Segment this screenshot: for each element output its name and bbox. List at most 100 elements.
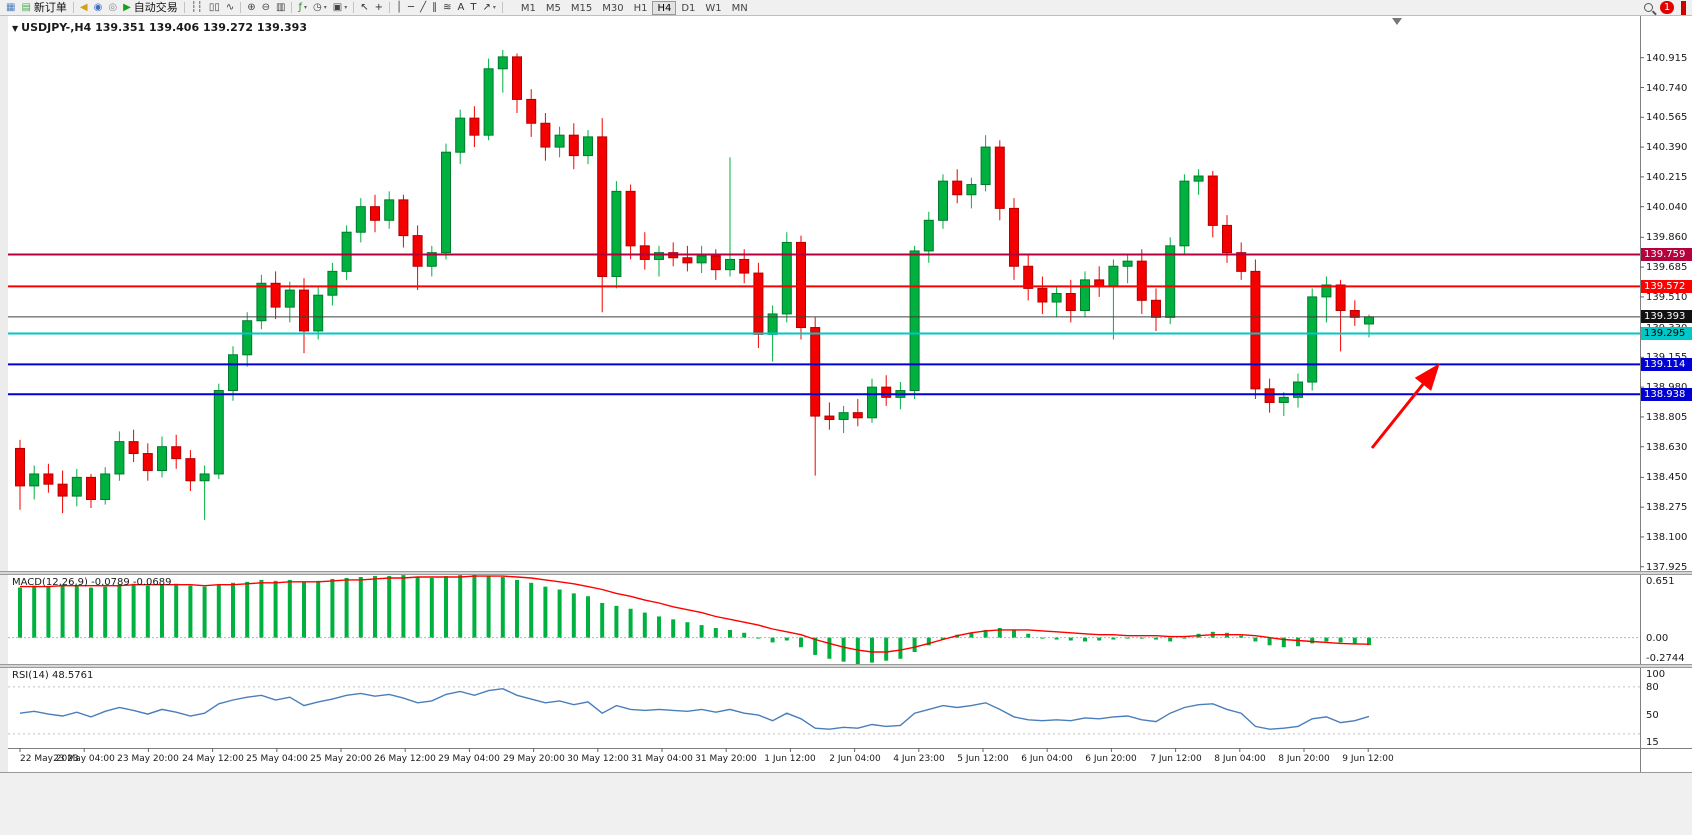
news-horn-icon[interactable]: ◀ — [77, 1, 91, 15]
candle-body — [86, 476, 96, 500]
candle-body — [327, 270, 338, 296]
vertical-line-icon[interactable]: │ — [393, 1, 405, 15]
macd-histogram-bar — [500, 577, 505, 638]
label-icon[interactable]: T — [467, 1, 479, 15]
fibonacci-icon[interactable]: ≋ — [440, 1, 454, 15]
macd-histogram-bar — [287, 579, 292, 638]
tile-windows-icon: ▥ — [276, 1, 286, 13]
macd-histogram-bar — [600, 602, 605, 638]
search-icon[interactable] — [1644, 3, 1653, 12]
timeframe-h1[interactable]: H1 — [633, 2, 648, 14]
indicators-icon[interactable]: ƒ ▾ — [295, 1, 310, 15]
candle-body — [370, 206, 380, 221]
line-chart-icon: ∿ — [225, 1, 235, 13]
trend-arrow-annotation[interactable] — [1370, 363, 1440, 449]
macd-histogram-bar — [614, 605, 619, 638]
notification-badge[interactable]: 1 — [1660, 1, 1674, 14]
candlestick-chart-icon[interactable]: ▯▯ — [206, 1, 223, 15]
candle-body — [810, 327, 821, 417]
macd-histogram-bar — [628, 608, 633, 638]
candle-body — [867, 386, 877, 419]
macd-histogram-bar — [245, 581, 250, 638]
new-chart-icon[interactable]: ▦ — [3, 1, 18, 15]
macd-histogram-bar — [1338, 637, 1343, 643]
zoom-in-icon[interactable]: ⊕ — [244, 1, 258, 15]
candle-body — [242, 320, 253, 356]
candle-body — [1108, 265, 1119, 288]
macd-histogram-bar — [373, 576, 377, 638]
macd-histogram-bar — [18, 587, 22, 638]
horizontal-line-icon[interactable]: ─ — [405, 1, 417, 15]
support-icon[interactable]: ◎ — [105, 1, 120, 15]
macd-histogram-bar — [813, 637, 818, 655]
candle-body — [1321, 284, 1332, 298]
macd-histogram-bar — [1239, 635, 1244, 638]
macd-histogram-bar — [188, 585, 193, 638]
horizontal-line-icon: ─ — [408, 1, 415, 13]
pane-separator-rsi[interactable] — [0, 664, 1692, 668]
periods-icon[interactable]: ◷ ▾ — [310, 1, 330, 15]
timeframe-mn[interactable]: MN — [731, 2, 748, 14]
timeframe-w1[interactable]: W1 — [705, 2, 722, 14]
macd-histogram-bar — [827, 637, 832, 659]
auto-trading-button[interactable]: ▶ 自动交易 — [120, 1, 181, 15]
community-icon[interactable]: ◉ — [91, 1, 106, 15]
toolbar-buttons: ▦ ▤ 新订单 ◀ ◉ ◎ ▶ 自动交易 ┆┆ ▯▯ ∿ ⊕ ⊖ ▥ ƒ ▾ ◷ ▾ ▣ ▾ ↖ + │ ─ ╱ ∥ ≋ A T ↗ ▾ — [3, 0, 506, 16]
candle-body — [270, 282, 281, 308]
new-order-button[interactable]: ▤ 新订单 — [18, 1, 69, 15]
template-icon[interactable]: ▣ ▾ — [330, 1, 350, 15]
candle-body — [1037, 287, 1048, 303]
toolbar-separator — [240, 2, 242, 13]
candle-body — [284, 289, 295, 308]
candle-body — [213, 390, 224, 475]
candle-body — [1122, 260, 1133, 267]
candle-body — [256, 282, 267, 322]
candle-body — [952, 180, 963, 196]
macd-histogram-bar — [756, 637, 761, 639]
macd-histogram-bar — [1012, 629, 1016, 638]
timeframe-m30[interactable]: M30 — [602, 2, 624, 14]
macd-histogram-bar — [202, 586, 207, 638]
macd-histogram-bar — [898, 637, 903, 659]
candle-body — [512, 56, 522, 100]
timeframe-m5[interactable]: M5 — [545, 2, 561, 14]
macd-histogram-bar — [699, 625, 704, 638]
arrows-icon[interactable]: ↗ ▾ — [479, 1, 498, 15]
timeframe-m15[interactable]: M15 — [570, 2, 593, 14]
chart-shift-marker[interactable] — [1392, 18, 1402, 25]
macd-histogram-bar — [1310, 637, 1315, 644]
text-icon[interactable]: A — [455, 1, 468, 15]
macd-histogram-bar — [799, 637, 803, 648]
new-order-button-label: 新订单 — [33, 0, 67, 14]
timeframe-m1[interactable]: M1 — [520, 2, 536, 14]
candle-body — [682, 257, 693, 264]
macd-histogram-bar — [1154, 637, 1158, 640]
crosshair-icon[interactable]: + — [372, 1, 386, 15]
candle-body — [185, 458, 196, 482]
cursor-icon[interactable]: ↖ — [357, 1, 371, 15]
macd-histogram-bar — [358, 577, 363, 638]
tile-windows-icon[interactable]: ▥ — [273, 1, 288, 15]
trendline-icon[interactable]: ╱ — [417, 1, 429, 15]
candle-body — [1236, 252, 1247, 272]
timeframe-d1[interactable]: D1 — [681, 2, 696, 14]
macd-histogram-bar — [458, 575, 463, 638]
line-chart-icon[interactable]: ∿ — [223, 1, 237, 15]
news-horn-icon: ◀ — [79, 1, 88, 13]
zoom-out-icon[interactable]: ⊖ — [259, 1, 273, 15]
candle-body — [384, 199, 395, 221]
macd-histogram-bar — [1168, 637, 1173, 642]
time-axis[interactable] — [0, 748, 1692, 772]
macd-histogram-bar — [103, 586, 108, 638]
candle-body — [852, 412, 863, 419]
bar-chart-icon[interactable]: ┆┆ — [188, 1, 206, 15]
channel-icon[interactable]: ∥ — [429, 1, 440, 15]
candle-body — [838, 412, 849, 420]
timeframe-h4[interactable]: H4 — [652, 0, 677, 15]
candle-body — [1349, 310, 1360, 318]
candle-body — [554, 134, 565, 148]
candle-body — [469, 117, 480, 136]
pane-separator-macd[interactable] — [0, 571, 1692, 575]
